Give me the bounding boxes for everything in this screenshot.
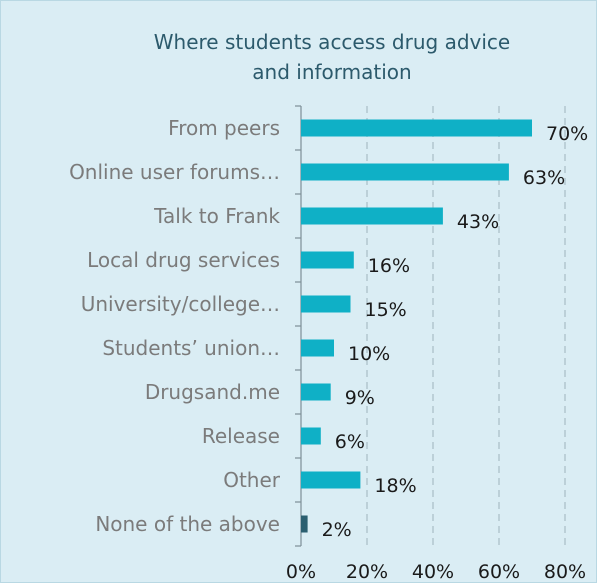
category-label-8: Other <box>223 468 281 492</box>
value-label-2: 43% <box>457 211 499 233</box>
value-label-4: 15% <box>365 299 407 321</box>
category-label-2: Talk to Frank <box>153 204 280 228</box>
bar-0 <box>301 119 532 137</box>
x-tick-label-40: 40% <box>412 561 454 583</box>
value-label-1: 63% <box>523 167 565 189</box>
chart-title: Where students access drug advice and in… <box>101 27 563 87</box>
x-tick-label-60: 60% <box>478 561 520 583</box>
chart-title-line-2: and information <box>252 60 412 84</box>
value-label-9: 2% <box>322 519 352 541</box>
value-label-3: 16% <box>368 255 410 277</box>
value-label-5: 10% <box>348 343 390 365</box>
bar-5 <box>301 339 334 357</box>
bar-4 <box>301 295 351 313</box>
x-tick-label-20: 20% <box>346 561 388 583</box>
value-label-0: 70% <box>546 123 588 145</box>
category-label-7: Release <box>202 424 280 448</box>
bar-2 <box>301 207 443 225</box>
chart-title-line-1: Where students access drug advice <box>153 30 511 54</box>
category-label-1: Online user forums… <box>69 160 280 184</box>
bar-8 <box>301 471 361 489</box>
category-label-3: Local drug services <box>87 248 280 272</box>
bar-6 <box>301 383 331 401</box>
category-label-4: University/college… <box>81 292 280 316</box>
category-label-0: From peers <box>168 116 280 140</box>
bar-9 <box>301 515 308 533</box>
category-label-9: None of the above <box>95 512 280 536</box>
bar-7 <box>301 427 321 445</box>
category-label-6: Drugsand.me <box>145 380 280 404</box>
bar-3 <box>301 251 354 269</box>
bar-1 <box>301 163 509 181</box>
category-label-5: Students’ union… <box>102 336 280 360</box>
value-label-6: 9% <box>345 387 375 409</box>
value-label-7: 6% <box>335 431 365 453</box>
value-label-8: 18% <box>374 475 416 497</box>
x-tick-label-80: 80% <box>544 561 586 583</box>
x-tick-label-0: 0% <box>286 561 316 583</box>
